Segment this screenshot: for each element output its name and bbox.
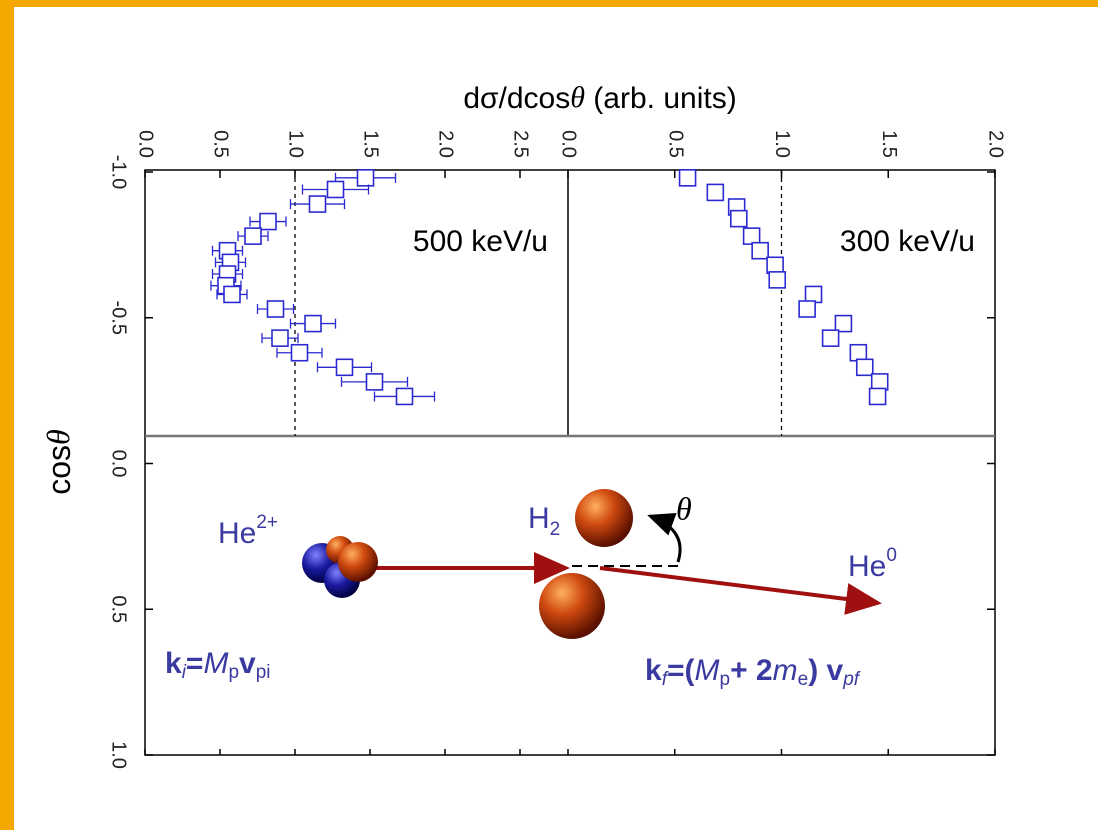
y-axis-label: cosθ [40,429,77,495]
panel-label: 500 keV/u [413,225,548,258]
text-part: p [719,669,730,690]
text-part: 2 [550,519,561,540]
text-part: p [228,662,239,683]
point [308,195,327,213]
point [766,256,784,275]
angle-arrow [647,513,682,563]
x-label-part: θ [570,81,585,114]
x-tick-label: 0.0 [558,130,580,158]
point [271,329,289,347]
y-tick-label: 0.0 [108,450,130,478]
text-part: k [645,654,662,687]
x-tick-label: 2.5 [510,130,532,158]
x-tick-label: 2.0 [985,130,1007,158]
y-label-part: cos [41,445,77,495]
point [356,169,375,187]
text-part: 0 [886,545,897,566]
text-part: H [528,502,550,535]
target-label: H2 [528,502,560,540]
text-part: =( [667,654,695,687]
point [855,358,874,377]
y-tick-label: 1.0 [108,741,130,769]
text-part: k [165,647,182,680]
diagram: He2+ H2 θ He0 ki=Mpvpi kf=(Mp+ 2me) vpf [165,489,897,690]
x-tick-label: 0.0 [135,130,157,158]
x-label-part: (arb. units) [585,82,737,115]
x-label-part: dσ/dcos [463,82,570,115]
point [751,241,769,260]
point [223,285,241,304]
text-part: ) [808,654,826,687]
point [290,343,309,362]
text-part: e [798,669,809,690]
product-label: He0 [848,545,897,583]
atom [575,489,633,547]
text-part: v [239,647,256,680]
initial-momentum: ki=Mpvpi [165,647,271,683]
y-tick-label: 0.5 [108,595,130,623]
atom [539,573,605,639]
panel-label: 300 keV/u [840,225,975,258]
y-tick-label: -1.0 [108,155,130,189]
text-part: = [186,647,204,680]
text-part: pi [256,662,271,683]
point [798,300,816,318]
point [335,358,354,377]
point [821,329,840,347]
point [244,227,262,245]
point [868,387,887,406]
text-part: M [694,654,719,687]
projectile-label: He2+ [218,512,278,550]
border-left [0,0,14,830]
text-part: 2+ [256,512,278,533]
text-part: m [773,654,798,687]
text-part: M [203,647,228,680]
text-part: He [848,550,886,583]
frame [144,169,996,756]
x-tick-label: 1.0 [771,130,793,158]
point [678,169,697,187]
x-tick-label: 1.5 [360,130,382,158]
axes [144,169,996,756]
y-label-part: θ [40,429,76,445]
text-part: pf [842,669,861,690]
point [804,285,823,304]
y-tick-label: -0.5 [108,301,130,335]
border-top [0,0,1098,7]
x-tick-label: 0.5 [664,130,686,158]
text-part: He [218,517,256,550]
text-part: + 2 [730,654,773,687]
point [742,227,761,245]
angle-label: θ [676,490,692,526]
point [834,314,853,333]
text-part: f [662,669,669,690]
outgoing-arrow [599,566,882,615]
x-tick-label: 1.0 [285,130,307,158]
point [729,209,748,228]
x-axis-label: dσ/dcosθ (arb. units) [463,81,736,115]
point [259,212,277,231]
point [395,387,414,406]
x-tick-label: 0.5 [210,130,232,158]
point [870,373,889,391]
point [304,314,322,333]
x-tick-label: 2.0 [435,130,457,158]
point [326,180,345,199]
point [849,343,868,362]
x-tick-label: 1.5 [878,130,900,158]
proton [338,542,378,582]
text-part: i [182,662,187,683]
point [706,183,725,202]
final-momentum: kf=(Mp+ 2me) vpf [645,654,861,690]
point [365,373,384,391]
text-part: v [827,654,844,687]
point [768,271,787,289]
point [266,300,285,318]
